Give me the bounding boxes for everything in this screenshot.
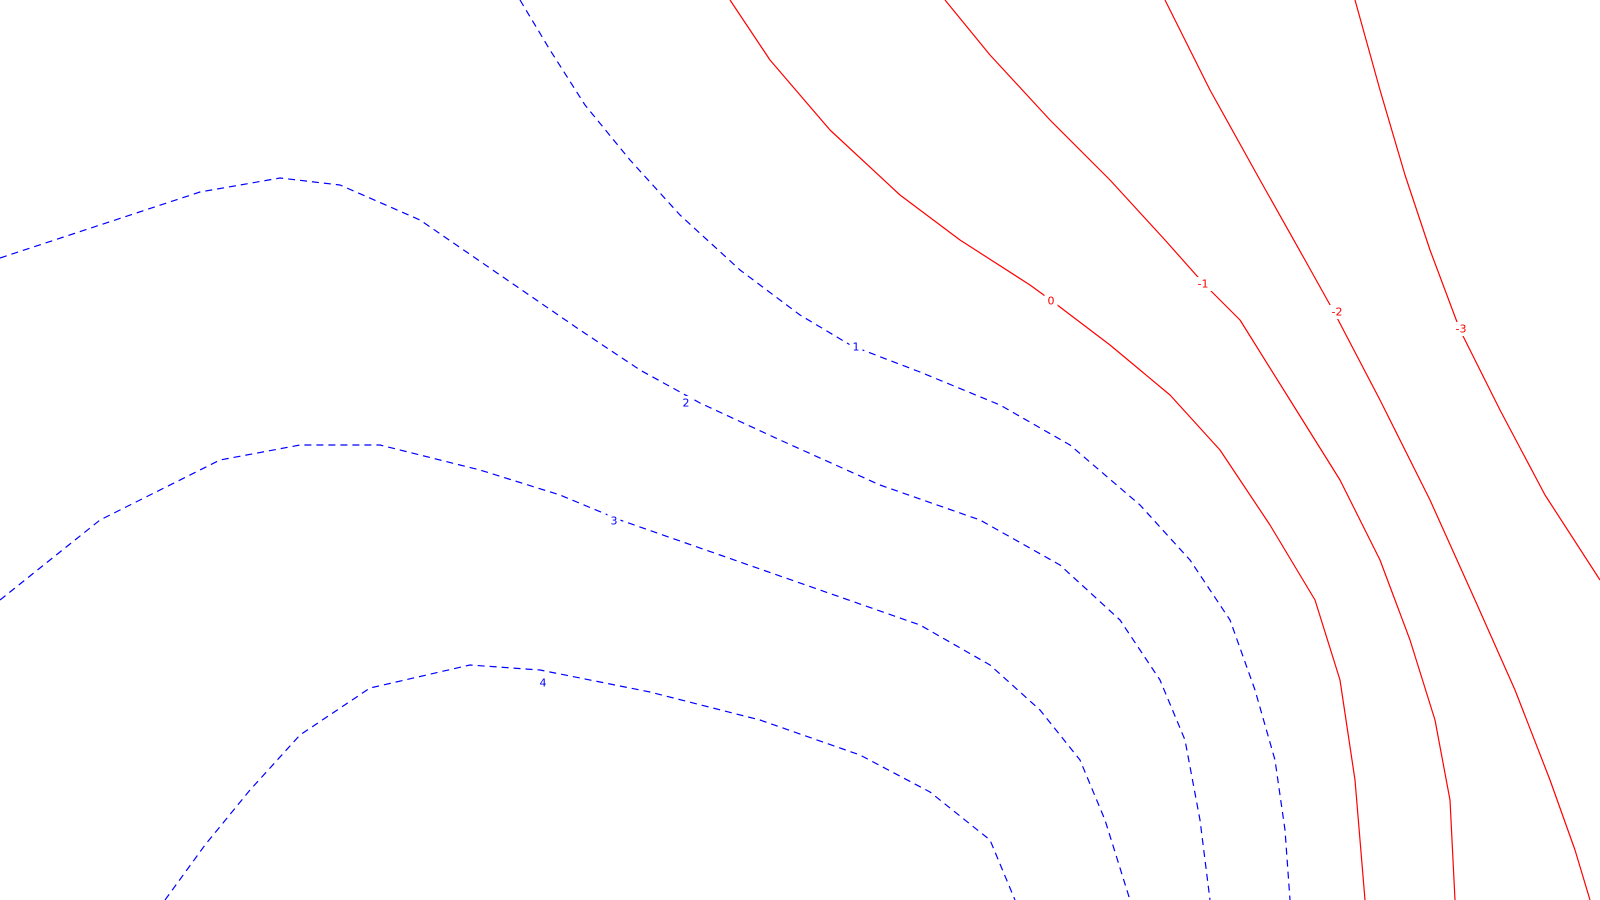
contour-line-pos-4 [164, 664, 1016, 900]
contour-label-neg-3: -3 [1456, 323, 1467, 336]
contour-label-pos-2: 2 [683, 397, 690, 410]
contour-line-pos-3 [0, 444, 1131, 900]
contour-labels: 4 3 2 1 0 -1 -2 -3 [536, 277, 1471, 690]
contour-label-pos-1: 1 [853, 341, 860, 354]
contour-label-neg-1: -1 [1198, 278, 1209, 291]
contour-line-neg-3 [1354, 0, 1600, 581]
contour-label-pos-3: 3 [611, 515, 618, 528]
contour-label-bg-zero [1044, 294, 1058, 308]
contour-label-zero: 0 [1048, 295, 1055, 308]
contour-label-bg-pos-4 [536, 676, 550, 690]
contour-label-bg-pos-1 [849, 340, 863, 354]
contour-line-pos-1 [519, 0, 1291, 900]
contour-label-bg-pos-3 [607, 514, 621, 528]
contour-label-neg-2: -2 [1332, 306, 1343, 319]
contour-line-zero [729, 0, 1366, 900]
contour-label-bg-neg-1 [1193, 277, 1213, 291]
contour-label-pos-4: 4 [540, 677, 547, 690]
contour-line-neg-1 [944, 0, 1456, 900]
contour-line-neg-2 [1164, 0, 1591, 900]
contour-line-pos-2 [0, 177, 1211, 900]
contour-label-bg-neg-3 [1451, 322, 1471, 336]
contour-label-bg-pos-2 [679, 396, 693, 410]
contour-label-bg-neg-2 [1327, 305, 1347, 319]
